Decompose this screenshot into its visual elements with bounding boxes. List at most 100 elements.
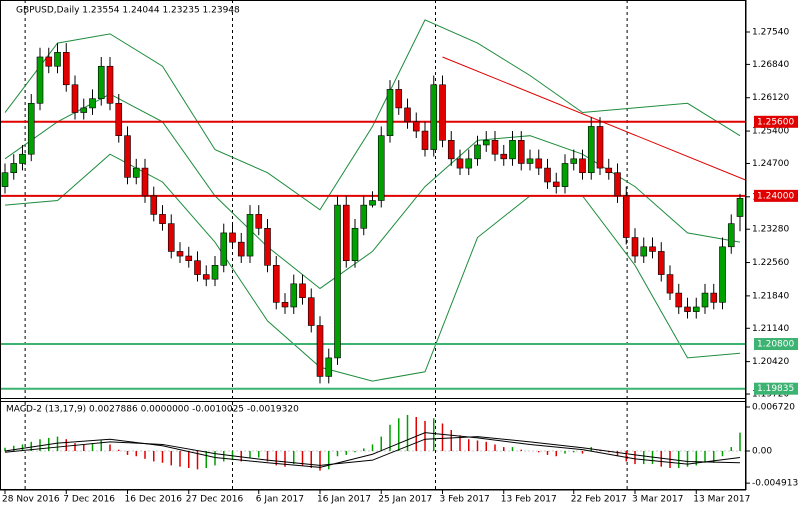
candle-body (570, 158, 578, 164)
candle-body (167, 223, 175, 252)
candle-body (482, 140, 490, 146)
y-tick-label: 1.22560 (752, 258, 789, 268)
candle-body (631, 237, 639, 257)
candle-body (211, 265, 219, 280)
x-tick-label: 3 Mar 2017 (632, 495, 683, 505)
candle-body (666, 274, 674, 294)
x-tick-label: 7 Dec 2016 (63, 495, 115, 505)
y-tick-label: 1.27540 (752, 27, 789, 37)
y-tick-label: 1.26120 (752, 93, 789, 103)
axes (0, 0, 747, 491)
candle-body (544, 167, 551, 183)
candle-body (351, 227, 359, 261)
candle-body (430, 84, 438, 150)
candle-body (202, 274, 210, 280)
y-tick-label: 1.25400 (752, 127, 789, 137)
candle-body (640, 246, 648, 257)
candle-body (692, 306, 700, 312)
x-tick-label: 6 Jan 2017 (256, 495, 304, 505)
candle-body (377, 135, 385, 201)
macd-line2 (4, 436, 741, 466)
candle-body (299, 283, 306, 299)
candle-body (395, 89, 403, 109)
x-tick-label: 28 Nov 2016 (2, 495, 60, 505)
candle-body (596, 126, 604, 169)
x-tick-label: 25 Jan 2017 (378, 495, 432, 505)
candle-body (229, 232, 236, 243)
candle-body (412, 121, 420, 132)
x-tick-label: 13 Feb 2017 (501, 495, 557, 505)
candle-body (10, 163, 18, 174)
candle-body (272, 265, 280, 303)
candle-body (675, 292, 683, 308)
macd-title: MACD-2 (13,17,9) 0.0027886 0.0000000 -0.… (6, 405, 299, 415)
candle-body (45, 56, 53, 67)
candle-body (587, 126, 595, 174)
frame (0, 0, 746, 490)
candle-body (491, 140, 499, 155)
candle-body (622, 195, 630, 238)
candle-body (342, 204, 350, 261)
candle-body (605, 167, 613, 174)
candle-body (719, 246, 726, 303)
candle-body (369, 200, 376, 206)
y-tick-label: 1.23280 (752, 225, 789, 235)
candle-body (36, 56, 44, 104)
candle-body (552, 181, 560, 187)
candle-body (290, 283, 298, 308)
candle-body (246, 214, 254, 257)
candle-body (701, 292, 709, 308)
level-label: 1.25600 (757, 117, 794, 127)
candle-body (500, 153, 508, 160)
level-label: 1.24000 (757, 191, 794, 201)
candle-body (710, 292, 718, 303)
candle-body (264, 227, 271, 266)
candle-body (465, 158, 473, 169)
candle-body (439, 84, 446, 141)
level-tag (754, 382, 798, 395)
candle-body (535, 158, 543, 169)
bollinger-upper (4, 19, 741, 211)
candle-body (526, 158, 534, 164)
candle-body (307, 297, 315, 326)
candle-body (80, 107, 88, 113)
macd-line1 (4, 432, 741, 468)
price-panel (0, 0, 746, 398)
y-tick-label: 1.24700 (752, 159, 789, 169)
candle-body (106, 65, 114, 104)
candle-body (614, 172, 621, 197)
candle-body (736, 197, 744, 217)
candle-body (1, 172, 9, 187)
y-tick-label: 1.20420 (752, 357, 789, 367)
macd-y-tick-label: 0.00 (752, 446, 772, 456)
candle-body (89, 98, 96, 109)
candle-body (325, 357, 333, 377)
candle-body (194, 260, 201, 275)
x-tick-label: 27 Dec 2016 (186, 495, 244, 505)
candle-body (150, 195, 158, 215)
candle-body (657, 251, 665, 275)
x-tick-label: 3 Feb 2017 (440, 495, 490, 505)
candle-body (54, 52, 61, 67)
candle-body (62, 52, 70, 86)
chart-title: GBPUSD,Daily 1.23554 1.24044 1.23235 1.2… (16, 6, 240, 16)
candle-body (176, 251, 184, 257)
candle-body (185, 255, 193, 261)
level-label: 1.20800 (757, 340, 794, 350)
candle-body (579, 158, 586, 174)
candle-body (334, 204, 341, 359)
candle-body (561, 163, 569, 187)
candle-body (474, 144, 481, 160)
candle-body (159, 214, 166, 224)
level-tag (754, 189, 798, 202)
x-tick-label: 16 Jan 2017 (317, 495, 371, 505)
candle-body (124, 135, 131, 178)
candle-body (132, 167, 140, 178)
x-tick-label: 13 Mar 2017 (693, 495, 750, 505)
candle-body (360, 204, 368, 229)
candle-body (386, 89, 394, 136)
candle-body (27, 102, 35, 155)
x-tick-label: 22 Feb 2017 (571, 495, 627, 505)
